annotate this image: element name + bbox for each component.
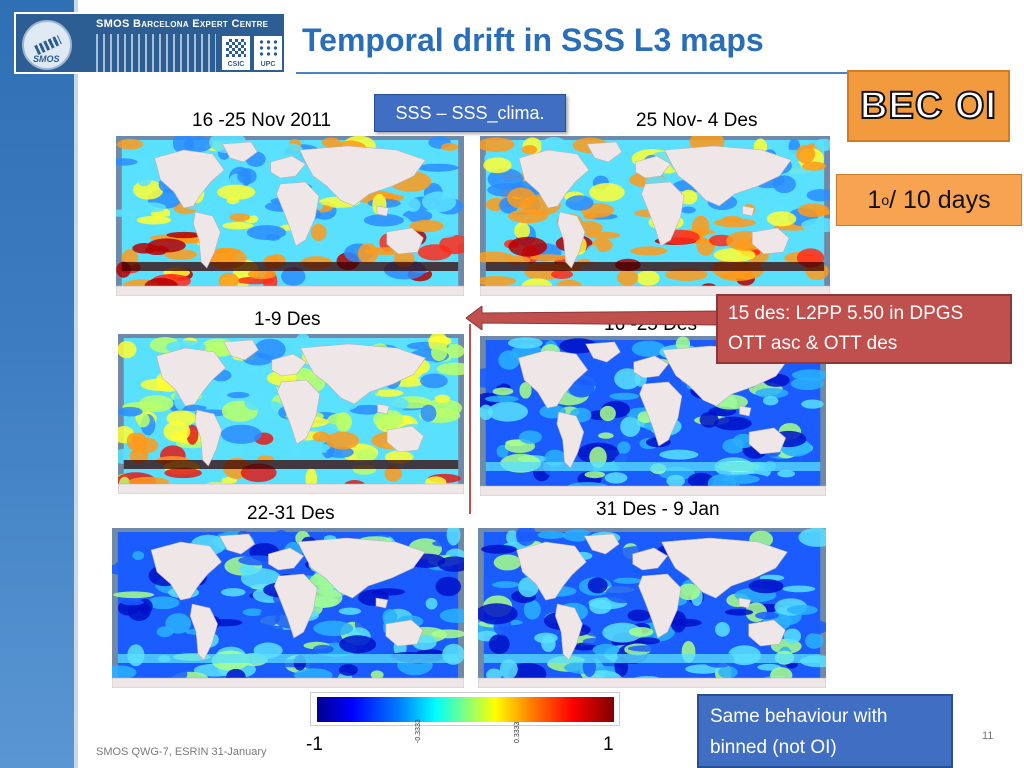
bec-logo: SMOS SMOS Barcelona Expert Centre CSIC U…	[14, 12, 286, 74]
csic-label: CSIC	[227, 61, 245, 68]
building-icon	[96, 34, 216, 72]
colorbar: -0.3333 0.3333	[310, 692, 620, 743]
sss-map-canvas	[480, 136, 830, 296]
processor-note-line1: 15 des: L2PP 5.50 in DPGS	[728, 303, 964, 324]
variable-badge: SSS – SSS_clima.	[374, 94, 566, 132]
sss-map-5	[112, 528, 464, 688]
colorbar-tick-pos: 0.3333	[514, 721, 521, 743]
map-label-5: 22-31 Des	[247, 503, 335, 524]
processor-note: 15 des: L2PP 5.50 in DPGS OTT asc & OTT …	[716, 294, 1012, 364]
colorbar-tick-neg: -0.3333	[415, 719, 422, 743]
colorbar-max: 1	[603, 734, 614, 755]
upc-logo: UPC	[254, 36, 282, 70]
title-divider	[296, 72, 1008, 74]
left-accent-edge	[74, 0, 78, 768]
resolution-value: 1	[867, 185, 882, 214]
resolution-period: / 10 days	[889, 185, 991, 214]
logo-smos-text: SMOS	[33, 54, 60, 64]
product-badge-text: BEC OI	[859, 84, 997, 128]
upc-pattern-icon	[258, 39, 278, 57]
pointer-arrow	[466, 306, 722, 330]
sss-map-2	[480, 136, 830, 296]
sss-map-canvas	[118, 334, 464, 494]
change-marker-line	[469, 324, 471, 514]
map-label-1: 16 -25 Nov 2011	[192, 110, 332, 131]
colorbar-gradient	[317, 697, 614, 722]
summary-line1: Same behaviour with	[710, 706, 888, 727]
map-label-3: 1-9 Des	[254, 309, 321, 330]
logo-title: SMOS Barcelona Expert Centre	[96, 18, 269, 30]
sss-map-1	[116, 136, 464, 296]
summary-line2: binned (not OI)	[710, 737, 837, 758]
resolution-degree: o	[881, 192, 890, 208]
summary-note: Same behaviour with binned (not OI)	[697, 694, 953, 768]
product-badge: BEC OI	[847, 70, 1010, 142]
page-number: 11	[982, 730, 994, 742]
processor-note-line2: OTT asc & OTT des	[728, 333, 898, 354]
sss-map-3	[118, 334, 464, 494]
csic-logo: CSIC	[222, 36, 250, 70]
map-label-2: 25 Nov- 4 Des	[636, 110, 758, 131]
satellite-icon	[34, 34, 62, 56]
sss-map-4	[480, 336, 826, 496]
smos-satellite-icon: SMOS	[22, 20, 72, 70]
sss-map-6	[478, 528, 826, 688]
sss-map-canvas	[478, 528, 826, 688]
left-accent-bar	[0, 0, 74, 768]
sss-map-canvas	[112, 528, 464, 688]
colorbar-min: -1	[306, 734, 323, 755]
footer-text: SMOS QWG-7, ESRIN 31-January	[96, 746, 267, 758]
map-label-6: 31 Des - 9 Jan	[596, 499, 720, 520]
sss-map-canvas	[116, 136, 464, 296]
csic-pattern-icon	[226, 39, 246, 57]
slide-title: Temporal drift in SSS L3 maps	[302, 22, 764, 58]
upc-label: UPC	[260, 61, 276, 68]
